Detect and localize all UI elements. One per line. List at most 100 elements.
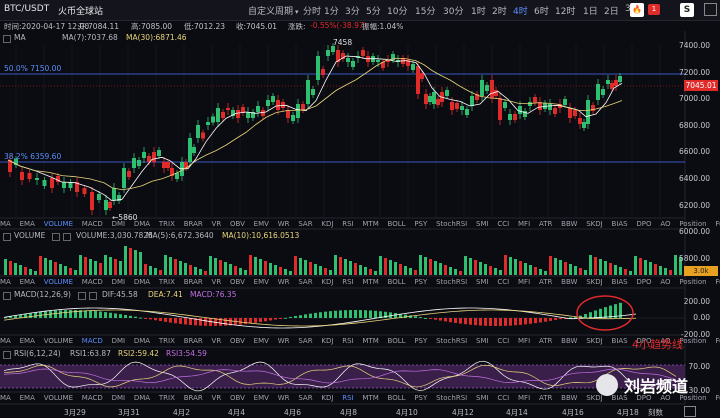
indicator-tab-emv[interactable]: EMV: [253, 337, 269, 345]
fire-icon[interactable]: 🔥: [630, 3, 644, 17]
macd-close-icon[interactable]: [89, 292, 97, 300]
indicator-tab-skdj[interactable]: SKDJ: [586, 394, 603, 402]
indicator-tab-psy[interactable]: PSY: [414, 278, 428, 286]
calendar-icon[interactable]: [684, 406, 696, 417]
indicator-tab-fundflow[interactable]: Fundflow: [715, 220, 720, 228]
period-6[interactable]: 30分: [443, 7, 464, 17]
indicator-tab-fundflow[interactable]: Fundflow: [715, 394, 720, 402]
indicator-tab-rsi[interactable]: RSI: [342, 220, 354, 228]
indicator-tab-fundflow[interactable]: Fundflow: [715, 337, 720, 345]
indicator-tab-stochrsi[interactable]: StochRSI: [436, 278, 468, 286]
indicator-tab-psy[interactable]: PSY: [414, 337, 428, 345]
indicator-tab-trix[interactable]: TRIX: [158, 337, 175, 345]
indicator-tab-brar[interactable]: BRAR: [183, 278, 203, 286]
indicator-tab-macd[interactable]: MACD: [81, 394, 103, 402]
indicator-tab-dmi[interactable]: DMI: [111, 337, 126, 345]
indicator-tab-position[interactable]: Position: [679, 220, 707, 228]
indicator-tab-dpo[interactable]: DPO: [636, 220, 652, 228]
indicator-tab-dma[interactable]: DMA: [133, 394, 151, 402]
indicator-tab-dpo[interactable]: DPO: [636, 278, 652, 286]
indicator-tab-atr[interactable]: ATR: [538, 394, 553, 402]
indicator-tab-trix[interactable]: TRIX: [158, 278, 175, 286]
indicator-tab-cci[interactable]: CCI: [497, 394, 510, 402]
indicator-tab-wr[interactable]: WR: [277, 337, 290, 345]
indicator-tab-psy[interactable]: PSY: [414, 394, 428, 402]
indicator-tab-position[interactable]: Position: [679, 337, 707, 345]
indicator-tab-smi[interactable]: SMI: [476, 337, 489, 345]
indicator-tab-smi[interactable]: SMI: [476, 278, 489, 286]
indicator-tab-ao[interactable]: AO: [660, 278, 671, 286]
collapse-toggle[interactable]: [3, 35, 11, 43]
period-0[interactable]: 分时: [303, 7, 322, 17]
maximize-icon[interactable]: [704, 3, 717, 16]
indicator-tab-dma[interactable]: DMA: [133, 220, 151, 228]
indicator-tab-macd[interactable]: MACD: [81, 337, 103, 345]
indicator-tab-skdj[interactable]: SKDJ: [586, 337, 603, 345]
indicator-tab-mtm[interactable]: MTM: [362, 337, 379, 345]
indicator-tab-bias[interactable]: BIAS: [611, 337, 628, 345]
period-11[interactable]: 12时: [555, 7, 576, 17]
indicator-tab-ma[interactable]: MA: [0, 337, 11, 345]
symbol-label[interactable]: BTC/USDT: [4, 4, 50, 14]
indicator-tab-ema[interactable]: EMA: [19, 394, 35, 402]
indicator-tab-bbw[interactable]: BBW: [561, 337, 578, 345]
indicator-tab-mfi[interactable]: MFI: [518, 278, 531, 286]
indicator-tab-boll[interactable]: BOLL: [387, 394, 406, 402]
period-12[interactable]: 1日: [583, 7, 598, 17]
indicator-tab-sar[interactable]: SAR: [298, 278, 313, 286]
indicator-tab-rsi[interactable]: RSI: [342, 278, 354, 286]
indicator-tab-emv[interactable]: EMV: [253, 394, 269, 402]
indicator-tab-cci[interactable]: CCI: [497, 278, 510, 286]
indicator-tab-atr[interactable]: ATR: [538, 220, 553, 228]
indicator-tab-stochrsi[interactable]: StochRSI: [436, 394, 468, 402]
indicator-tab-cci[interactable]: CCI: [497, 220, 510, 228]
indicator-tab-ao[interactable]: AO: [660, 220, 671, 228]
indicator-tab-mtm[interactable]: MTM: [362, 220, 379, 228]
period-5[interactable]: 15分: [415, 7, 436, 17]
indicator-tab-fundflow[interactable]: Fundflow: [715, 278, 720, 286]
indicator-tab-bbw[interactable]: BBW: [561, 220, 578, 228]
period-2[interactable]: 3分: [345, 7, 360, 17]
indicator-tab-emv[interactable]: EMV: [253, 278, 269, 286]
indicator-tab-ema[interactable]: EMA: [19, 278, 35, 286]
indicator-tab-macd[interactable]: MACD: [81, 278, 103, 286]
period-8[interactable]: 2时: [492, 7, 507, 17]
indicator-tab-vr[interactable]: VR: [211, 337, 222, 345]
indicator-tab-kdj[interactable]: KDJ: [321, 220, 334, 228]
indicator-tab-dma[interactable]: DMA: [133, 337, 151, 345]
indicator-tab-trix[interactable]: TRIX: [158, 394, 175, 402]
period-1[interactable]: 1分: [324, 7, 339, 17]
indicator-tab-vr[interactable]: VR: [211, 278, 222, 286]
indicator-tab-cci[interactable]: CCI: [497, 337, 510, 345]
period-13[interactable]: 2日: [604, 7, 619, 17]
indicator-tab-stochrsi[interactable]: StochRSI: [436, 220, 468, 228]
indicator-tab-vr[interactable]: VR: [211, 220, 222, 228]
indicator-tab-smi[interactable]: SMI: [476, 220, 489, 228]
indicator-tab-wr[interactable]: WR: [277, 394, 290, 402]
indicator-tab-boll[interactable]: BOLL: [387, 278, 406, 286]
exchange-label[interactable]: 火币全球站: [58, 7, 104, 17]
period-10[interactable]: 6时: [534, 7, 549, 17]
period-9[interactable]: 4时: [513, 7, 528, 17]
indicator-tab-dpo[interactable]: DPO: [636, 337, 652, 345]
indicator-tab-stochrsi[interactable]: StochRSI: [436, 337, 468, 345]
indicator-tab-ao[interactable]: AO: [660, 337, 671, 345]
period-3[interactable]: 5分: [366, 7, 381, 17]
indicator-tab-brar[interactable]: BRAR: [183, 337, 203, 345]
macd-toggle[interactable]: [3, 292, 11, 300]
indicator-tab-boll[interactable]: BOLL: [387, 220, 406, 228]
indicator-tab-volume[interactable]: VOLUME: [43, 220, 73, 228]
indicator-tab-atr[interactable]: ATR: [538, 278, 553, 286]
indicator-tab-kdj[interactable]: KDJ: [321, 337, 334, 345]
indicator-tab-dmi[interactable]: DMI: [111, 394, 126, 402]
indicator-tab-emv[interactable]: EMV: [253, 220, 269, 228]
indicator-tab-mtm[interactable]: MTM: [362, 394, 379, 402]
indicator-tab-ma[interactable]: MA: [0, 220, 11, 228]
indicator-tab-skdj[interactable]: SKDJ: [586, 220, 603, 228]
indicator-tab-volume[interactable]: VOLUME: [43, 337, 73, 345]
indicator-tab-boll[interactable]: BOLL: [387, 337, 406, 345]
indicator-tab-mfi[interactable]: MFI: [518, 337, 531, 345]
indicator-tab-atr[interactable]: ATR: [538, 337, 553, 345]
indicator-tab-skdj[interactable]: SKDJ: [586, 278, 603, 286]
